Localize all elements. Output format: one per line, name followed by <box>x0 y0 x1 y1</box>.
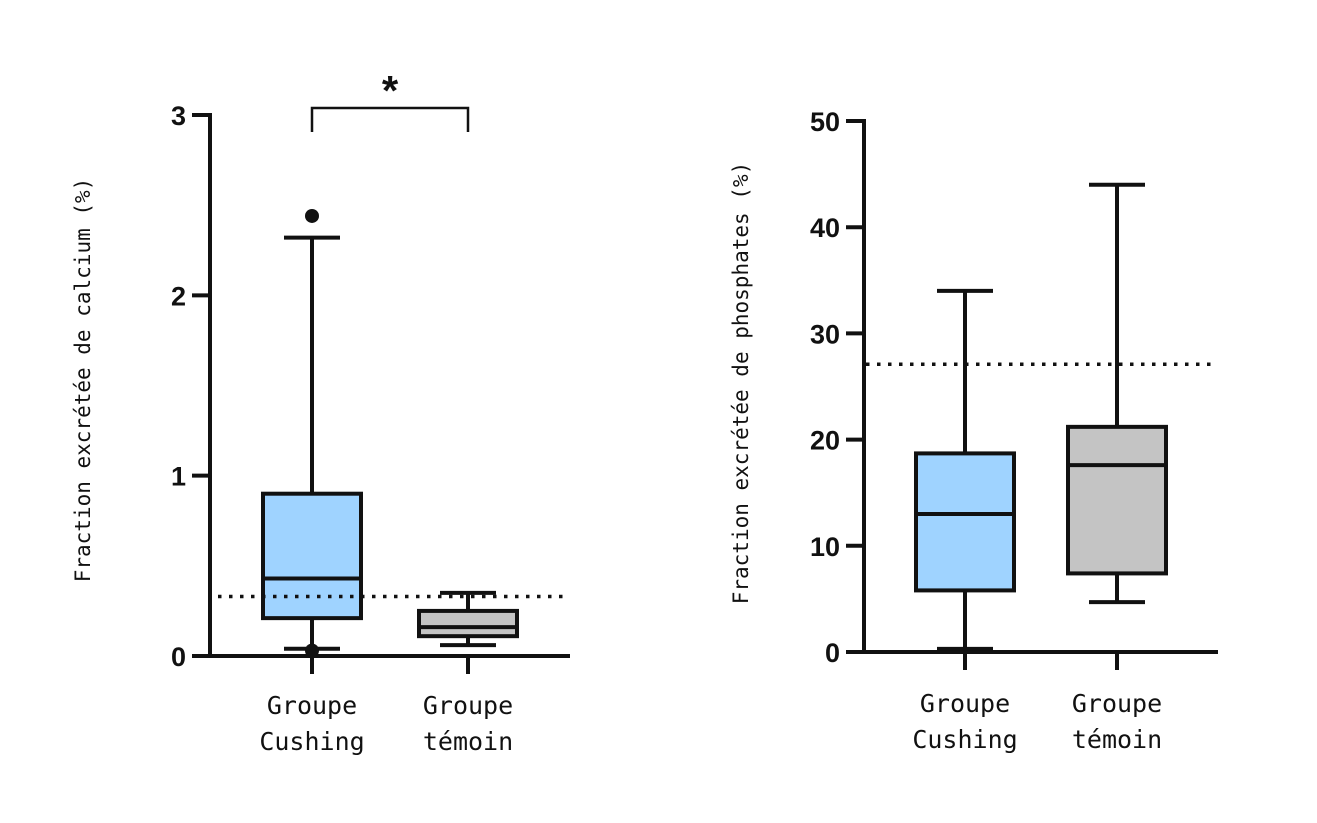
y-tick-label: 30 <box>810 319 840 349</box>
box-plot-0 <box>914 288 1016 651</box>
iqr-box <box>261 491 363 621</box>
phosphates-chart: Fraction excrétée de phosphates (%) 0 10 20… <box>729 107 1218 754</box>
y-tick-label: 0 <box>171 642 186 672</box>
x-tick-label: Cushing <box>259 727 364 756</box>
y-axis-label: Fraction excrétée de calcium (%) <box>71 178 95 583</box>
iqr-box <box>914 451 1016 593</box>
x-tick-label: Cushing <box>912 725 1017 754</box>
outlier-point <box>305 208 319 223</box>
iqr-box <box>417 608 519 639</box>
x-tick-label: Groupe <box>267 691 357 720</box>
y-tick-label: 3 <box>171 101 186 131</box>
box-plot-1 <box>417 590 519 648</box>
outlier-point <box>305 643 319 658</box>
x-tick-label: Groupe <box>1072 689 1162 718</box>
y-axis-label: Fraction excrétée de phosphates (%) <box>729 162 753 605</box>
x-tick-label: Groupe <box>423 691 513 720</box>
box-plot-0 <box>261 208 363 658</box>
y-tick-label: 10 <box>810 532 840 562</box>
calcium-chart: Fraction excrétée de calcium (%) 0 1 2 3 Grou… <box>71 67 570 756</box>
box-plot-1 <box>1066 182 1168 605</box>
significance-bracket <box>310 106 470 132</box>
x-tick-label: Groupe <box>920 689 1010 718</box>
x-tick-label: témoin <box>1072 725 1162 754</box>
y-tick-label: 2 <box>171 281 186 311</box>
x-tick-label: témoin <box>423 727 513 756</box>
y-tick-label: 50 <box>810 107 840 137</box>
iqr-box <box>1066 424 1168 576</box>
significance-marker: * <box>382 67 399 114</box>
y-tick-label: 20 <box>810 426 840 456</box>
y-tick-label: 1 <box>171 462 186 492</box>
y-tick-label: 40 <box>810 213 840 243</box>
y-tick-label: 0 <box>825 638 840 668</box>
